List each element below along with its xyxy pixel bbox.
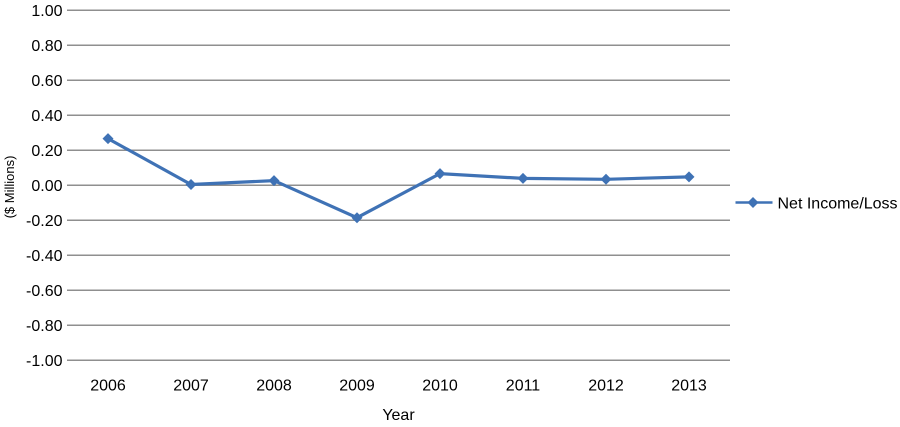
svg-text:2013: 2013 xyxy=(671,377,707,394)
svg-text:0.80: 0.80 xyxy=(31,38,62,55)
svg-text:-1.00: -1.00 xyxy=(26,353,63,370)
svg-text:2010: 2010 xyxy=(422,377,458,394)
svg-text:Net Income/Loss: Net Income/Loss xyxy=(778,195,898,212)
svg-text:-0.60: -0.60 xyxy=(26,283,63,300)
svg-text:0.60: 0.60 xyxy=(31,73,62,90)
svg-text:($ Millions): ($ Millions) xyxy=(2,156,17,219)
svg-text:1.00: 1.00 xyxy=(31,3,62,20)
svg-text:2011: 2011 xyxy=(506,377,541,394)
svg-text:-0.80: -0.80 xyxy=(26,318,63,335)
svg-text:0.40: 0.40 xyxy=(31,108,62,125)
svg-text:0.20: 0.20 xyxy=(31,143,62,160)
svg-text:Year: Year xyxy=(382,407,415,424)
svg-text:2009: 2009 xyxy=(339,377,375,394)
svg-text:-0.40: -0.40 xyxy=(26,248,63,265)
svg-text:0.00: 0.00 xyxy=(31,178,62,195)
svg-text:2006: 2006 xyxy=(90,377,126,394)
svg-text:2008: 2008 xyxy=(256,377,292,394)
svg-text:2007: 2007 xyxy=(173,377,209,394)
svg-text:2012: 2012 xyxy=(588,377,624,394)
svg-text:-0.20: -0.20 xyxy=(26,213,63,230)
